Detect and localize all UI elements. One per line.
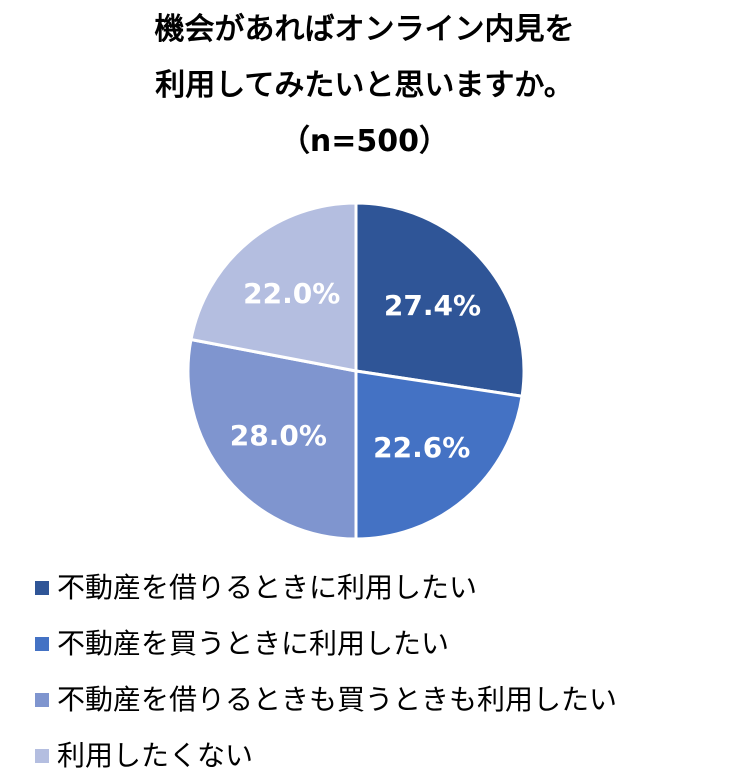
data-label-2: 22.6%: [373, 431, 470, 464]
legend-label-4: 利用したくない: [57, 739, 254, 772]
pie-chart: 27.4% 22.6% 28.0% 22.0%: [186, 201, 526, 541]
legend-label-3: 不動産を借りるときも買うときも利用したい: [57, 683, 618, 716]
title-line-1: 機会があればオンライン内見を: [154, 12, 575, 47]
pie-slice-3: [186, 337, 358, 541]
legend-swatch-4: [35, 749, 49, 763]
legend-label-1: 不動産を借りるときに利用したい: [57, 571, 478, 604]
title-line-3: （n=500）: [279, 124, 450, 159]
legend-swatch-3: [35, 693, 49, 707]
legend-item-3: 不動産を借りるときも買うときも利用したい: [35, 672, 617, 728]
legend-item-2: 不動産を買うときに利用したい: [35, 616, 617, 672]
pie-slice-1: [354, 201, 526, 398]
legend: 不動産を借りるときに利用したい 不動産を買うときに利用したい不動産を借りるときも買…: [35, 560, 617, 784]
chart-title: 機会があればオンライン内見を 利用してみたいと思いますか。 （n=500）: [0, 8, 729, 176]
data-label-1: 27.4%: [384, 289, 481, 322]
legend-swatch-1: [35, 581, 49, 595]
title-line-2: 利用してみたいと思いますか。: [155, 68, 574, 103]
pie-slice-4: [189, 201, 358, 373]
legend-item-4: 利用したくない: [35, 728, 617, 784]
pie-slice-2: [354, 369, 524, 541]
data-label-4: 22.0%: [243, 277, 340, 310]
legend-swatch-2: [35, 637, 49, 651]
legend-label-2: 不動産を買うときに利用したい: [57, 627, 450, 660]
legend-item-1: 不動産を借りるときに利用したい: [35, 560, 617, 616]
data-label-3: 28.0%: [230, 419, 327, 452]
